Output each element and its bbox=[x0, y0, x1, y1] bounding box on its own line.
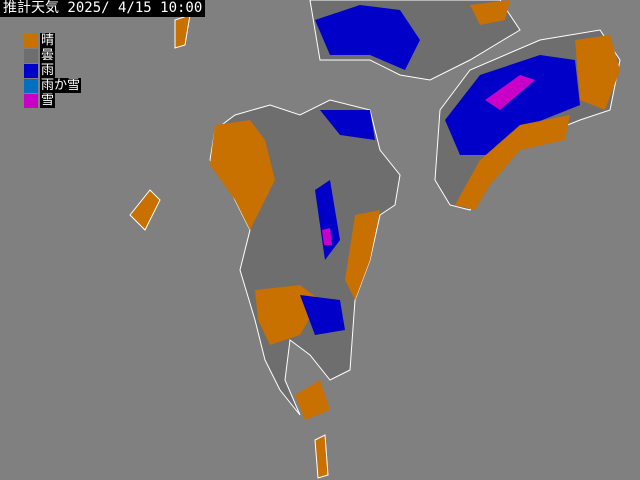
sunny-area bbox=[210, 120, 275, 230]
map-title: 推計天気 2025/ 4/15 10:00 bbox=[0, 0, 206, 17]
legend-item: 晴 bbox=[24, 33, 81, 48]
sunny-area bbox=[295, 380, 330, 420]
legend-label: 曇 bbox=[40, 48, 56, 63]
island bbox=[129, 189, 161, 231]
rain-area bbox=[445, 55, 580, 155]
island bbox=[314, 434, 329, 479]
legend-item: 雪 bbox=[24, 93, 81, 108]
legend-item: 曇 bbox=[24, 48, 81, 63]
legend-label: 晴 bbox=[40, 33, 56, 48]
legend-swatch bbox=[24, 48, 38, 63]
rain-area bbox=[315, 5, 420, 70]
rain-area bbox=[320, 110, 375, 140]
legend-item: 雨か雪 bbox=[24, 78, 82, 93]
legend-item: 雨 bbox=[24, 63, 81, 78]
island bbox=[174, 14, 191, 49]
rain-area bbox=[300, 295, 345, 335]
legend-swatch bbox=[24, 93, 38, 108]
legend-swatch bbox=[24, 33, 38, 48]
sunny-area bbox=[575, 35, 620, 110]
sunny-area bbox=[345, 210, 380, 300]
snow-area bbox=[322, 228, 332, 245]
legend-label: 雨 bbox=[40, 63, 56, 78]
legend-swatch bbox=[24, 63, 38, 78]
legend-swatch bbox=[24, 78, 38, 93]
rain-area bbox=[315, 180, 340, 260]
sunny-area bbox=[455, 115, 570, 210]
legend: 晴 曇 雨 雨か雪 雪 bbox=[24, 33, 82, 108]
sunny-area bbox=[470, 0, 510, 25]
legend-label: 雪 bbox=[40, 93, 56, 108]
legend-label: 雨か雪 bbox=[40, 78, 82, 93]
snow-area bbox=[485, 75, 535, 110]
